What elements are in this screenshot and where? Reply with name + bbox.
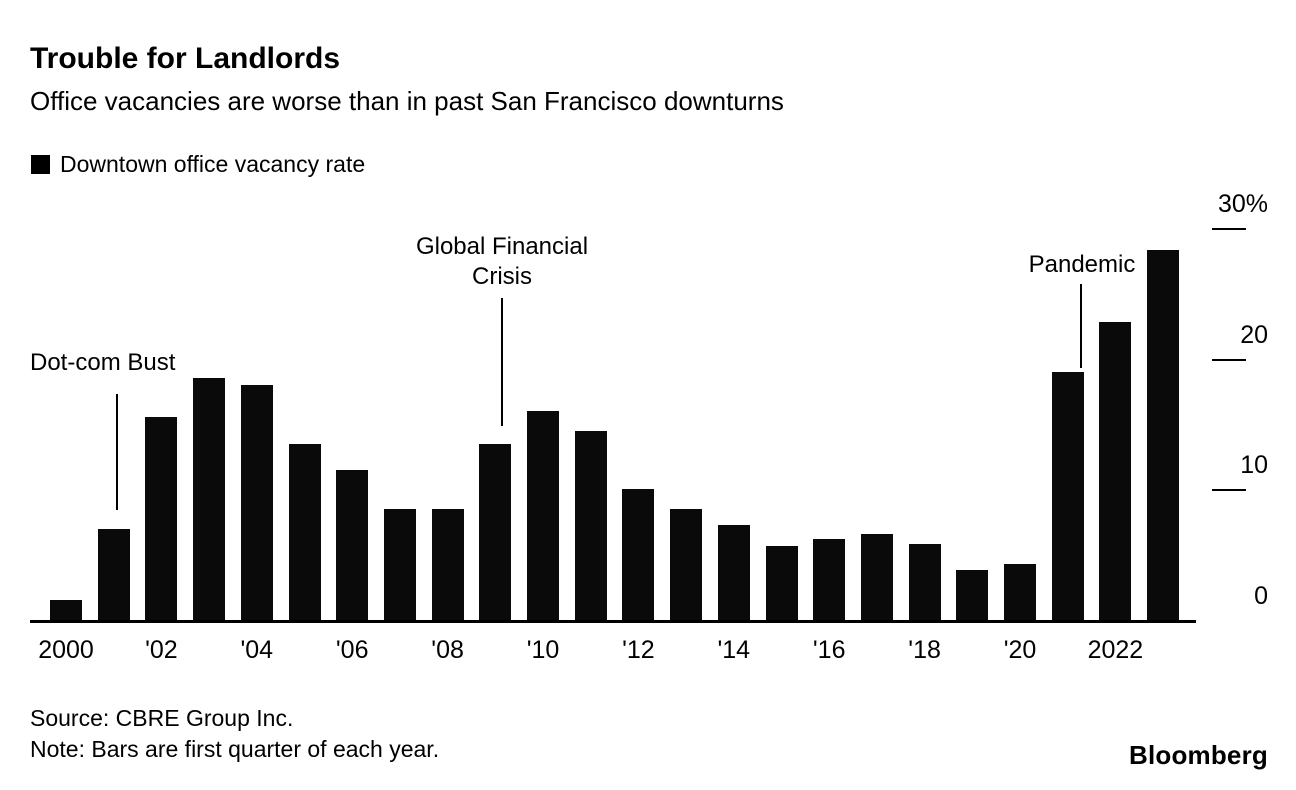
x-axis-label-04: '04 (240, 636, 274, 664)
bar-2023 (1147, 250, 1180, 620)
annotation-pandemic: Pandemic (1028, 251, 1136, 278)
y-axis-tick-20 (1212, 358, 1246, 361)
x-axis-label-20: '20 (1003, 636, 1037, 664)
y-axis-label-30: 30% (1217, 190, 1268, 218)
x-axis-line (30, 620, 1196, 623)
bloomberg-logo: Bloomberg (1128, 740, 1268, 770)
bar-2006 (336, 469, 369, 620)
bar-2017 (860, 533, 893, 620)
bar-2022 (1099, 322, 1132, 620)
bar-2020 (1004, 563, 1036, 620)
bar-2010 (527, 410, 559, 620)
bar-2002 (145, 417, 178, 620)
x-axis-label-2000: 2000 (38, 636, 94, 664)
bar-2009 (479, 443, 512, 620)
legend-swatch-icon (31, 155, 50, 174)
chart-title: Trouble for Landlords (30, 42, 341, 75)
annotation-global-financial-crisis: Global Financial Crisis (415, 233, 589, 290)
annotation-pandemic-line (1080, 284, 1082, 368)
y-axis-label-0: 0 (1254, 582, 1268, 610)
bar-2004 (240, 384, 273, 620)
legend-label: Downtown office vacancy rate (60, 151, 366, 177)
x-axis-label-08: '08 (431, 636, 464, 664)
bar-2011 (574, 430, 607, 620)
legend: Downtown office vacancy rate (31, 151, 365, 178)
bar-2014 (717, 524, 750, 620)
bar-2015 (765, 545, 798, 620)
x-axis-label-10: '10 (526, 636, 560, 664)
bar-2005 (288, 443, 321, 620)
bar-2001 (97, 528, 130, 620)
bar-2013 (670, 508, 703, 620)
source-line: Source: CBRE Group Inc. (30, 705, 294, 731)
annotation-dotcom-line (116, 394, 118, 510)
x-axis-label-02: '02 (145, 636, 178, 664)
bar-2003 (193, 378, 226, 620)
x-axis-label-18: '18 (908, 636, 941, 664)
y-axis-label-20: 20 (1240, 320, 1268, 349)
x-axis-label-2022: 2022 (1087, 636, 1144, 664)
x-axis-label-12: '12 (622, 636, 655, 664)
note-line: Note: Bars are first quarter of each yea… (30, 736, 440, 762)
bar-2016 (813, 538, 846, 620)
source-note: Source: CBRE Group Inc. Note: Bars are f… (30, 703, 439, 765)
bar-2000 (50, 600, 82, 620)
bar-2007 (383, 508, 416, 620)
x-axis-label-16: '16 (812, 636, 846, 664)
y-axis-tick-10 (1212, 489, 1246, 492)
x-axis-label-14: '14 (717, 636, 751, 664)
chart-subtitle: Office vacancies are worse than in past … (30, 86, 784, 116)
bar-2012 (622, 489, 655, 620)
annotation-dotcom-bust: Dot-com Bust (30, 349, 176, 376)
x-axis-label-06: '06 (335, 636, 369, 664)
y-axis-tick-30 (1212, 228, 1246, 230)
bar-2021 (1051, 371, 1084, 620)
annotation-gfc-line (501, 298, 503, 426)
bar-2019 (956, 570, 989, 620)
bar-2008 (431, 508, 464, 620)
bar-2018 (908, 544, 941, 620)
y-axis-label-10: 10 (1240, 451, 1268, 480)
